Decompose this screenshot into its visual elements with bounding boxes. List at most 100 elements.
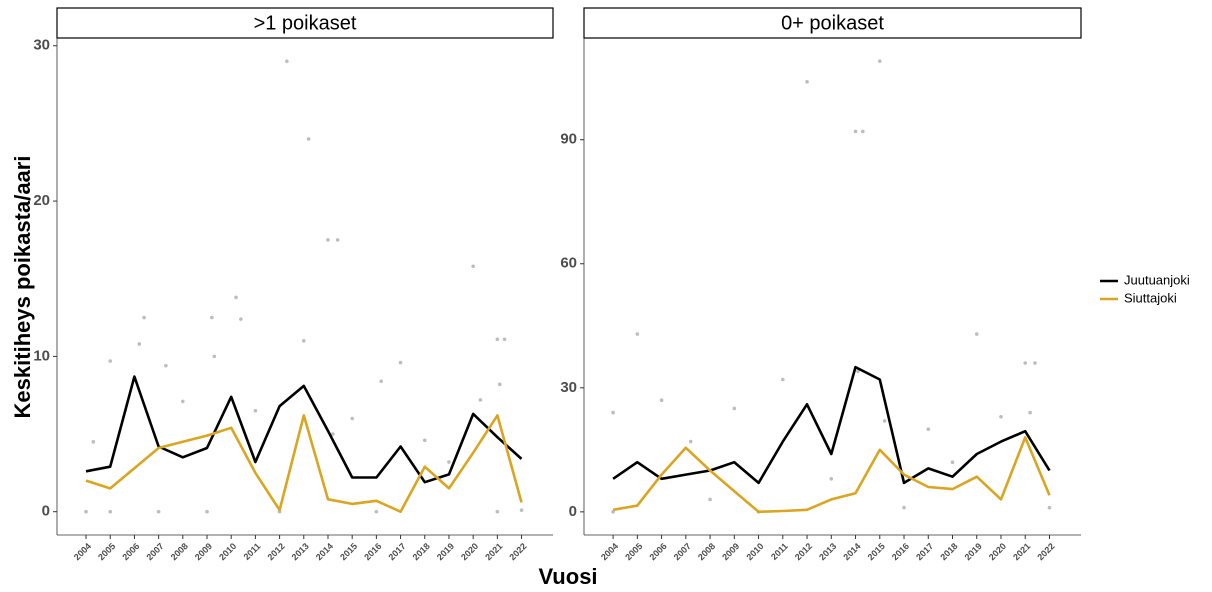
- x-tick-label: 2017: [386, 541, 407, 562]
- y-tick-label: 30: [33, 37, 50, 54]
- series-line: [612, 436, 1051, 514]
- data-point: [519, 508, 524, 512]
- data-point: [497, 382, 502, 387]
- x-tick-label: 2008: [696, 541, 717, 562]
- data-point: [108, 509, 113, 514]
- data-point: [853, 129, 858, 134]
- x-tick-label: 2017: [914, 541, 935, 562]
- x-tick-label: 2019: [963, 541, 984, 562]
- data-point: [164, 363, 168, 368]
- y-tick-label: 20: [33, 192, 50, 209]
- x-tick-label: 2020: [987, 541, 1008, 562]
- y-tick-label: 60: [560, 255, 577, 272]
- data-point: [350, 416, 354, 421]
- legend-label: Siuttajoki: [1124, 290, 1177, 305]
- data-point: [950, 460, 955, 465]
- data-point: [999, 414, 1003, 419]
- x-tick-label: 2006: [120, 541, 141, 562]
- data-point: [374, 509, 379, 514]
- data-point: [306, 137, 311, 141]
- data-point: [181, 399, 185, 404]
- x-tick-label: 2014: [314, 541, 335, 562]
- data-point: [902, 505, 906, 510]
- y-axis-label: Keskitiheys poikasta/aari: [10, 156, 35, 419]
- data-point: [447, 460, 451, 464]
- data-point: [882, 419, 887, 423]
- strip: [56, 7, 554, 39]
- x-tick-label: 2004: [599, 541, 620, 562]
- data-point: [91, 440, 96, 444]
- x-tick-label: 2021: [1011, 541, 1032, 562]
- y-tick-label: 90: [560, 131, 577, 148]
- x-tick-label: 2007: [672, 541, 693, 562]
- data-point: [495, 509, 500, 514]
- data-point: [974, 332, 979, 336]
- x-tick-label: 2013: [817, 541, 838, 562]
- data-point: [1047, 505, 1052, 510]
- data-point: [422, 438, 427, 443]
- panel-title: >1 poikaset: [254, 12, 357, 34]
- x-tick-label: 2010: [744, 541, 765, 562]
- x-tick-label: 2022: [507, 541, 528, 562]
- x-tick-label: 2009: [720, 541, 741, 562]
- data-point: [137, 342, 142, 346]
- data-point: [861, 129, 865, 134]
- data-point: [326, 238, 330, 242]
- x-tick-label: 2012: [793, 541, 814, 562]
- data-point: [502, 337, 507, 342]
- x-tick-label: 2013: [290, 541, 311, 562]
- series-line: [85, 375, 523, 484]
- x-tick-label: 2011: [242, 541, 263, 562]
- x-tick-label: 2019: [435, 541, 456, 562]
- y-tick-label: 0: [42, 503, 50, 520]
- data-point: [635, 332, 640, 336]
- x-tick-label: 2018: [411, 541, 432, 562]
- data-point: [142, 315, 146, 320]
- data-point: [659, 398, 664, 403]
- data-point: [212, 354, 217, 359]
- x-tick-label: 2010: [217, 541, 238, 562]
- x-tick-label: 2014: [841, 541, 862, 562]
- data-point: [301, 339, 306, 343]
- data-point: [1033, 361, 1037, 365]
- strip: [583, 7, 1082, 39]
- panel-title: 0+ poikaset: [781, 12, 884, 34]
- x-tick-label: 2018: [938, 541, 959, 562]
- data-point: [108, 359, 113, 363]
- data-point: [829, 476, 834, 481]
- data-point: [926, 427, 931, 431]
- data-point: [331, 432, 335, 436]
- data-point: [156, 509, 161, 514]
- data-point: [877, 59, 882, 63]
- x-tick-label: 2005: [96, 541, 117, 562]
- data-point: [805, 80, 809, 84]
- x-tick-label: 2022: [1035, 541, 1056, 562]
- x-tick-label: 2004: [72, 541, 93, 562]
- data-point: [210, 315, 214, 320]
- x-tick-label: 2015: [338, 541, 359, 562]
- data-point: [732, 406, 737, 411]
- x-tick-label: 2012: [265, 541, 286, 562]
- y-tick-label: 10: [33, 347, 50, 364]
- data-point: [495, 337, 500, 342]
- data-point: [781, 377, 785, 382]
- series-line: [85, 414, 523, 513]
- data-point: [708, 497, 712, 502]
- x-tick-label: 2011: [769, 541, 790, 562]
- data-point: [471, 264, 475, 269]
- data-point: [856, 369, 860, 374]
- x-tick-label: 2006: [647, 541, 668, 562]
- x-tick-label: 2009: [193, 541, 214, 562]
- data-point: [1023, 361, 1028, 365]
- data-point: [234, 295, 238, 300]
- data-point: [253, 408, 258, 413]
- data-point: [688, 439, 693, 444]
- x-tick-label: 2008: [169, 541, 190, 562]
- data-point: [84, 509, 88, 514]
- x-tick-label: 2007: [144, 541, 165, 562]
- x-axis-label: Vuosi: [538, 564, 597, 589]
- y-tick-label: 30: [560, 379, 577, 396]
- x-tick-label: 2016: [890, 541, 911, 562]
- x-tick-label: 2015: [866, 541, 887, 562]
